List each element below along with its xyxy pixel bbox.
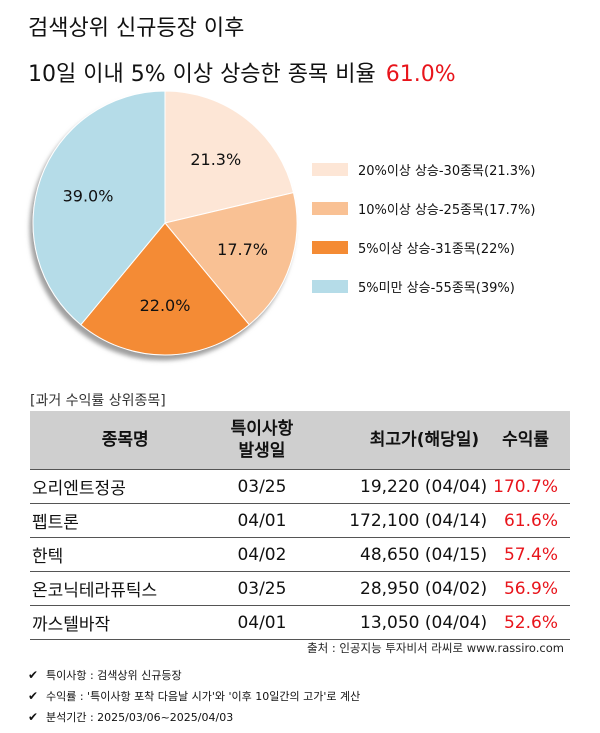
legend-label: 5%이상 상승-31종목(22%) <box>358 242 515 257</box>
cell-high: 13,050 (04/04) <box>305 605 494 640</box>
cell-date: 04/02 <box>218 537 306 572</box>
header-date-line2: 발생일 <box>238 441 286 461</box>
cell-return: 170.7% <box>493 469 570 504</box>
header-name: 종목명 <box>30 411 219 470</box>
legend-swatch <box>312 202 348 215</box>
pie-slices <box>32 90 298 356</box>
footnote-text: 분석기간 : 2025/03/06~2025/04/03 <box>46 710 234 724</box>
cell-high: 172,100 (04/14) <box>305 503 494 538</box>
header-return: 수익률 <box>493 411 570 470</box>
check-icon: ✔ <box>28 709 39 724</box>
pie-slice-label: 17.7% <box>217 240 268 259</box>
pie-chart: 21.3% 17.7% 22.0% 39.0% <box>32 90 298 356</box>
pie-slice <box>164 90 295 224</box>
cell-date: 04/01 <box>218 605 306 640</box>
footnote-item: ✔ 특이사항 : 검색상위 신규등장 <box>28 664 360 685</box>
cell-date: 03/25 <box>218 571 306 606</box>
cell-name: 한텍 <box>30 537 219 572</box>
header-high: 최고가(해당일) <box>305 411 494 470</box>
cell-name: 오리엔트정공 <box>30 469 219 504</box>
table-row: 한텍 04/02 48,650 (04/15) 57.4% <box>30 537 570 572</box>
cell-high: 28,950 (04/02) <box>305 571 494 606</box>
cell-name: 펩트론 <box>30 503 219 538</box>
header-date-line1: 특이사항 <box>230 419 294 439</box>
legend-label: 10%이상 상승-25종목(17.7%) <box>358 203 536 218</box>
footnote-text: 특이사항 : 검색상위 신규등장 <box>46 668 182 682</box>
chart-title: 검색상위 신규등장 이후 <box>28 16 245 41</box>
highlight-value: 61.0% <box>385 62 456 87</box>
table-row: 펩트론 04/01 172,100 (04/14) 61.6% <box>30 503 570 538</box>
check-icon: ✔ <box>28 688 39 703</box>
footnote-item: ✔ 수익률 : '특이사항 포착 다음날 시가'와 '이후 10일간의 고가'로 … <box>28 685 360 706</box>
legend-label: 5%미만 상승-55종목(39%) <box>358 281 515 296</box>
pie-slice-label: 22.0% <box>140 296 191 315</box>
cell-return: 56.9% <box>493 571 570 606</box>
legend-item: 10%이상 상승-25종목(17.7%) <box>312 189 592 228</box>
header-date: 특이사항 발생일 <box>218 411 306 470</box>
cell-high: 19,220 (04/04) <box>305 469 494 504</box>
legend-item: 20%이상 상승-30종목(21.3%) <box>312 150 592 189</box>
pie-slice <box>164 191 298 326</box>
pie-slice <box>80 222 250 356</box>
footnote-item: ✔ 분석기간 : 2025/03/06~2025/04/03 <box>28 706 360 727</box>
table-row: 까스텔바작 04/01 13,050 (04/04) 52.6% <box>30 605 570 640</box>
cell-name: 까스텔바작 <box>30 605 219 640</box>
pie-slice-label: 21.3% <box>190 150 241 169</box>
footnote-text: 수익률 : '특이사항 포착 다음날 시가'와 '이후 10일간의 고가'로 계… <box>46 689 361 703</box>
cell-high: 48,650 (04/15) <box>305 537 494 572</box>
chart-subtitle: 10일 이내 5% 이상 상승한 종목 비율 61.0% <box>28 56 456 88</box>
legend-swatch <box>312 280 348 293</box>
legend-swatch <box>312 163 348 176</box>
subtitle-text: 10일 이내 5% 이상 상승한 종목 비율 <box>28 62 376 87</box>
legend-swatch <box>312 241 348 254</box>
cell-date: 03/25 <box>218 469 306 504</box>
cell-name: 온코닉테라퓨틱스 <box>30 571 219 606</box>
cell-return: 57.4% <box>493 537 570 572</box>
footnotes: ✔ 특이사항 : 검색상위 신규등장 ✔ 수익률 : '특이사항 포착 다음날 시가… <box>28 664 360 727</box>
table-row: 온코닉테라퓨틱스 03/25 28,950 (04/02) 56.9% <box>30 571 570 606</box>
cell-date: 04/01 <box>218 503 306 538</box>
cell-return: 61.6% <box>493 503 570 538</box>
table-header-row: 종목명 특이사항 발생일 최고가(해당일) 수익률 <box>30 411 570 470</box>
table-section-label: [과거 수익률 상위종목] <box>30 393 166 409</box>
legend-item: 5%이상 상승-31종목(22%) <box>312 228 592 267</box>
check-icon: ✔ <box>28 667 39 682</box>
pie-slice-label: 39.0% <box>63 186 114 205</box>
table-row: 오리엔트정공 03/25 19,220 (04/04) 170.7% <box>30 469 570 504</box>
legend-item: 5%미만 상승-55종목(39%) <box>312 267 592 306</box>
top-returns-table: 종목명 특이사항 발생일 최고가(해당일) 수익률 오리엔트정공 03/25 1… <box>30 411 570 640</box>
chart-legend: 20%이상 상승-30종목(21.3%) 10%이상 상승-25종목(17.7%)… <box>312 150 592 306</box>
cell-return: 52.6% <box>493 605 570 640</box>
source-credit: 출처 : 인공지능 투자비서 라씨로 www.rassiro.com <box>307 641 564 655</box>
pie-slice <box>32 90 166 326</box>
legend-label: 20%이상 상승-30종목(21.3%) <box>358 164 536 179</box>
pie-labels: 21.3% 17.7% 22.0% 39.0% <box>63 150 268 315</box>
